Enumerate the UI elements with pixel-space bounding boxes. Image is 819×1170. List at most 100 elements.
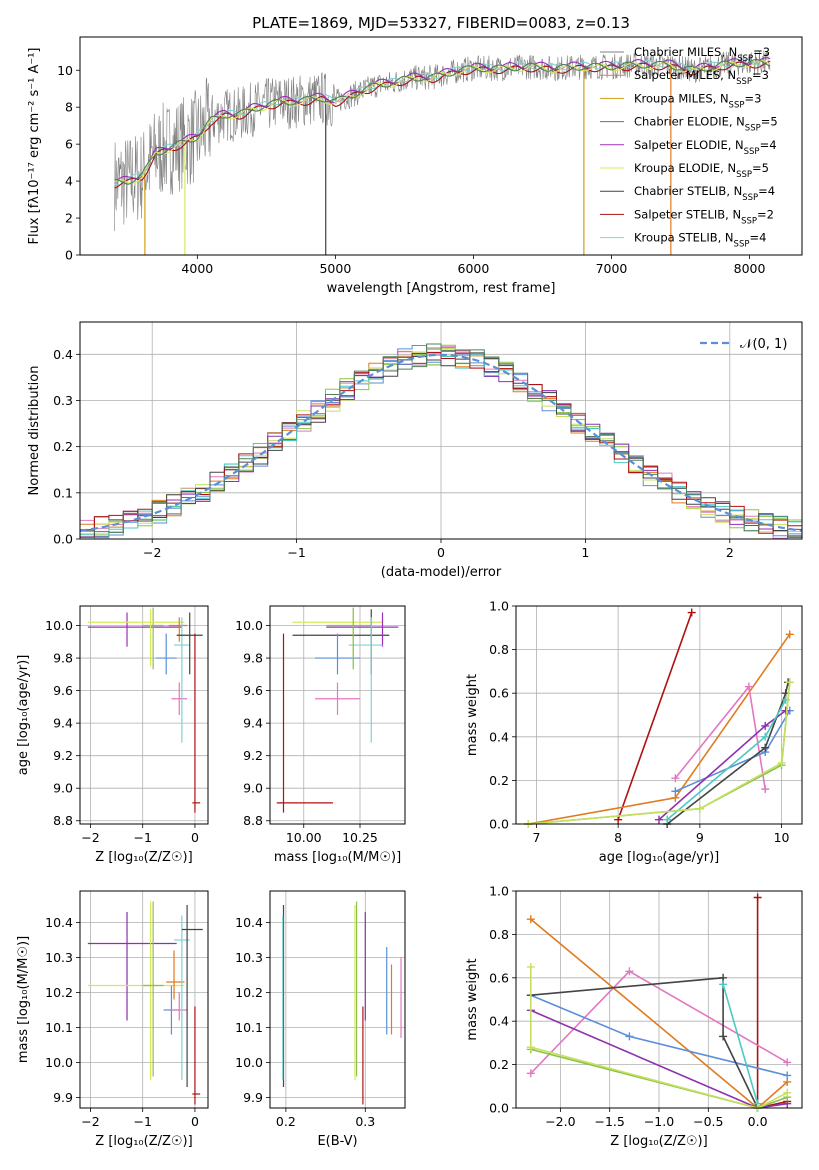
weight-marker bbox=[671, 787, 680, 796]
errorbar-point bbox=[155, 633, 177, 675]
y-tick-label: 10.1 bbox=[235, 1020, 263, 1035]
y-tick-label: 0.6 bbox=[489, 970, 509, 985]
y-tick-label: 9.6 bbox=[53, 683, 73, 698]
x-axis-label: mass [log₁₀(M/M☉)] bbox=[274, 850, 401, 865]
weight-marker bbox=[785, 630, 794, 639]
x-tick-label: 7000 bbox=[596, 261, 628, 276]
y-tick-label: 0.2 bbox=[489, 773, 509, 788]
errorbar-point bbox=[171, 992, 188, 1021]
y-tick-label: 10.2 bbox=[45, 985, 73, 1000]
x-tick-label: −1.0 bbox=[644, 1114, 674, 1129]
panel-age_vs_Z: −2 −1 0 8.8 9.0 9.2 9.4 9.6 9.8 10.0 Z [log₁₀(Z/Z☉… bbox=[16, 605, 209, 865]
weight-marker bbox=[687, 608, 696, 617]
x-tick-label: 10 bbox=[774, 830, 790, 845]
legend-entry: 𝒩(0, 1) bbox=[740, 337, 787, 352]
weight-line bbox=[756, 897, 788, 1108]
errorbar-point bbox=[348, 617, 383, 743]
x-tick-label: 0 bbox=[437, 545, 445, 560]
y-axis-label: mass [log₁₀(M/M☉)] bbox=[16, 936, 31, 1063]
weight-marker bbox=[719, 980, 728, 989]
legend-entry: Kroupa STELIB, NSSP=4 bbox=[634, 231, 766, 250]
weight-marker bbox=[695, 804, 704, 813]
y-tick-label: 10.0 bbox=[235, 618, 263, 633]
weight-line bbox=[529, 967, 788, 1108]
legend-entry: Chabrier ELODIE, NSSP=5 bbox=[634, 115, 778, 134]
weight-marker bbox=[625, 1032, 634, 1041]
errorbar-point bbox=[142, 607, 164, 670]
weight-marker bbox=[671, 774, 680, 783]
y-tick-label: 2 bbox=[65, 211, 73, 226]
y-tick-label: 0.3 bbox=[53, 393, 73, 408]
x-tick-label: 9 bbox=[696, 830, 704, 845]
weight-marker bbox=[526, 915, 535, 924]
y-axis-label: mass weight bbox=[465, 674, 480, 756]
y-tick-label: 4 bbox=[65, 174, 73, 189]
x-tick-label: 8000 bbox=[734, 261, 766, 276]
y-tick-label: 9.2 bbox=[53, 748, 73, 763]
axes-frame bbox=[515, 605, 803, 825]
errorbar-point bbox=[87, 912, 177, 1021]
y-tick-label: 8.8 bbox=[243, 813, 263, 828]
y-tick-label: 9.2 bbox=[243, 748, 263, 763]
y-tick-label: 10 bbox=[57, 63, 73, 78]
y-tick-label: 0.4 bbox=[489, 729, 509, 744]
y-axis-label: Normed distribution bbox=[27, 366, 42, 496]
legend: 𝒩(0, 1) bbox=[700, 337, 787, 352]
y-tick-label: 9.9 bbox=[243, 1090, 263, 1105]
weight-marker bbox=[663, 815, 672, 824]
axes-frame bbox=[515, 890, 803, 1109]
weight-line bbox=[658, 709, 787, 821]
model-salpeter_stelib bbox=[114, 60, 771, 189]
x-axis-label: Z [log₁₀(Z/Z☉)] bbox=[610, 1134, 707, 1149]
panel-weight_vs_Z: −2.0 −1.5 −1.0 −0.5 0.0 0.0 0.2 0.4 0.6 0.8 1.0 Z [… bbox=[465, 884, 803, 1149]
x-tick-label: −2 bbox=[143, 545, 161, 560]
x-tick-label: −1.5 bbox=[595, 1114, 625, 1129]
y-tick-label: 0.4 bbox=[53, 347, 73, 362]
x-tick-label: 6000 bbox=[458, 261, 490, 276]
y-tick-label: 9.8 bbox=[243, 651, 263, 666]
legend-entry: Salpeter STELIB, NSSP=2 bbox=[634, 207, 774, 226]
weight-marker bbox=[625, 967, 634, 976]
y-tick-label: 0.6 bbox=[489, 686, 509, 701]
y-tick-label: 0.8 bbox=[489, 927, 509, 942]
axes-frame bbox=[269, 890, 406, 1109]
normal-curve bbox=[80, 353, 802, 532]
y-axis-label: mass weight bbox=[465, 958, 480, 1040]
x-tick-label: −1 bbox=[287, 545, 305, 560]
legend-entry: Chabrier STELIB, NSSP=4 bbox=[634, 184, 775, 203]
y-tick-label: 10.1 bbox=[45, 1020, 73, 1035]
errorbar-point bbox=[315, 682, 360, 715]
x-tick-label: 0.3 bbox=[355, 1114, 375, 1129]
x-tick-label: 4000 bbox=[181, 261, 213, 276]
weight-line bbox=[617, 612, 693, 820]
errorbar-point bbox=[142, 901, 164, 1077]
errorbar-point bbox=[171, 682, 188, 715]
y-tick-label: 9.6 bbox=[243, 683, 263, 698]
errorbar-point bbox=[192, 633, 201, 813]
x-tick-label: 0.2 bbox=[276, 1114, 296, 1129]
legend-entry: Salpeter MILES, NSSP=3 bbox=[634, 68, 769, 87]
weight-marker bbox=[526, 1043, 535, 1052]
weight-marker bbox=[719, 1032, 728, 1041]
y-tick-label: 10.4 bbox=[235, 915, 263, 930]
weight-marker bbox=[655, 815, 663, 824]
weight-line bbox=[530, 1048, 788, 1108]
x-tick-label: −1 bbox=[133, 1114, 151, 1129]
y-tick-label: 10.2 bbox=[235, 985, 263, 1000]
legend: Chabrier MILES, NSSP=3 Salpeter MILES, NS… bbox=[600, 45, 778, 250]
y-tick-label: 10.3 bbox=[235, 950, 263, 965]
weight-marker bbox=[783, 1058, 792, 1067]
y-tick-label: 0.1 bbox=[53, 485, 73, 500]
legend-entry: Kroupa ELODIE, NSSP=5 bbox=[634, 161, 769, 180]
y-tick-label: 9.8 bbox=[53, 651, 73, 666]
y-tick-label: 1.0 bbox=[489, 599, 509, 614]
x-tick-label: 2 bbox=[726, 545, 734, 560]
y-tick-label: 0.0 bbox=[489, 817, 509, 832]
errorbar-point bbox=[174, 617, 190, 743]
x-tick-label: 0 bbox=[191, 1114, 199, 1129]
legend-entry: Chabrier MILES, NSSP=3 bbox=[634, 45, 770, 64]
x-tick-label: 0 bbox=[191, 830, 199, 845]
axes-frame bbox=[269, 605, 406, 825]
y-tick-label: 0.0 bbox=[489, 1101, 509, 1116]
axes-frame bbox=[79, 605, 209, 825]
